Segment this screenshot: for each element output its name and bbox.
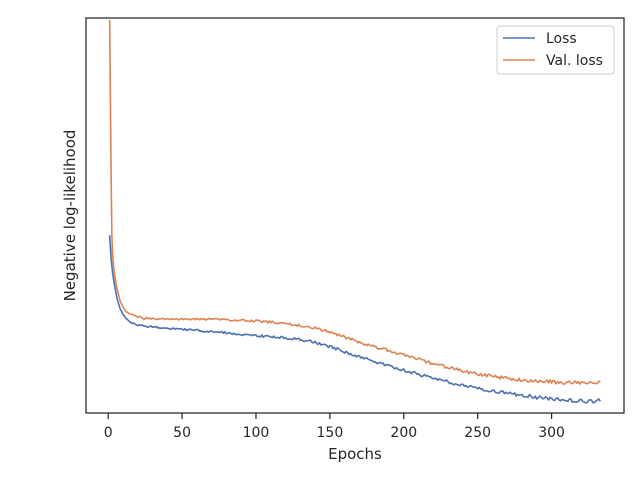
x-tick-label: 0: [104, 425, 113, 441]
x-axis: 0 50 100 150 200 250 300: [104, 413, 565, 441]
x-tick-label: 200: [390, 425, 417, 441]
x-tick-label: 250: [464, 425, 491, 441]
x-tick-label: 50: [173, 425, 191, 441]
series-layer: [108, 19, 602, 404]
series-line-loss: [108, 235, 602, 404]
legend: Loss Val. loss: [496, 25, 615, 75]
plot-frame: [85, 17, 625, 414]
legend-label-val-loss: Val. loss: [546, 53, 603, 69]
series-line-val-loss: [108, 19, 601, 386]
x-tick-label: 150: [317, 425, 344, 441]
x-axis-label: Epochs: [328, 445, 382, 463]
x-tick-label: 100: [243, 425, 270, 441]
y-axis-label: Negative log-likelihood: [61, 130, 79, 302]
x-tick-label: 300: [538, 425, 565, 441]
legend-label-loss: Loss: [546, 31, 577, 47]
